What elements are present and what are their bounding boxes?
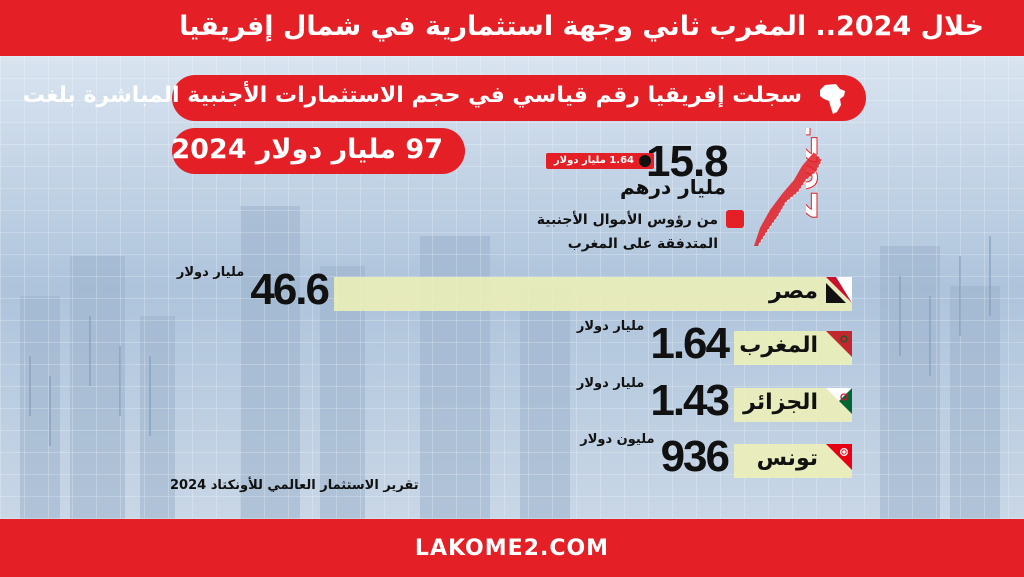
dollar-coin-icon xyxy=(639,155,651,167)
unit-label-3: مليون دولار xyxy=(580,432,655,447)
unit-label-2: مليار دولار xyxy=(576,376,645,391)
header-bar: خلال 2024.. المغرب ثاني وجهة استثمارية ف… xyxy=(0,0,1024,56)
total-text: 97 مليار دولار 2024 xyxy=(171,134,443,165)
source-citation: تقرير الاستثمار العالمي للأونكتاد 2024 xyxy=(170,478,419,493)
tunisia-flag-icon xyxy=(826,444,852,470)
morocco-unit-mad: مليار درهم xyxy=(619,175,726,199)
site-name: LAKOME2.COM xyxy=(414,536,610,561)
country-label-3: تونس xyxy=(756,446,818,471)
value-label-0: 46.6 xyxy=(250,265,330,314)
unit-label-0: مليار دولار xyxy=(176,265,245,280)
value-label-1: 1.64 xyxy=(650,319,730,368)
morocco-value-mad: 15.8 xyxy=(646,137,729,186)
year-graphic: 2024 xyxy=(806,128,829,220)
inflow-arrow-icon xyxy=(726,210,744,228)
morocco-inflow-note: من رؤوس الأموال الأجنبية المتدفقة على ال… xyxy=(536,212,718,252)
africa-map-icon xyxy=(820,84,845,114)
footer-bar: LAKOME2.COM xyxy=(0,519,1024,577)
stock-chart-background xyxy=(0,56,1024,519)
egypt-flag-icon xyxy=(826,277,852,303)
country-label-0: مصر xyxy=(769,279,818,304)
subtitle-text: سجلت إفريقيا رقم قياسي في حجم الاستثمارا… xyxy=(22,83,802,108)
morocco-flag-icon xyxy=(826,331,852,357)
value-label-2: 1.43 xyxy=(650,376,730,425)
year-graphic-text: 2024 xyxy=(806,128,828,219)
algeria-flag-icon xyxy=(826,388,852,414)
country-label-2: الجزائر xyxy=(743,390,818,415)
value-label-3: 936 xyxy=(660,432,730,481)
unit-label-1: مليار دولار xyxy=(576,319,645,334)
page-title: خلال 2024.. المغرب ثاني وجهة استثمارية ف… xyxy=(179,11,984,42)
total-banner: 97 مليار دولار 2024 xyxy=(171,128,465,174)
bar-0 xyxy=(334,277,852,311)
usd-badge: 1.64 مليار دولار xyxy=(546,153,654,169)
morocco-map-icon xyxy=(754,151,823,247)
subtitle-banner: سجلت إفريقيا رقم قياسي في حجم الاستثمارا… xyxy=(23,75,866,121)
country-label-1: المغرب xyxy=(739,333,818,358)
usd-badge-text: 1.64 مليار دولار xyxy=(553,155,634,166)
